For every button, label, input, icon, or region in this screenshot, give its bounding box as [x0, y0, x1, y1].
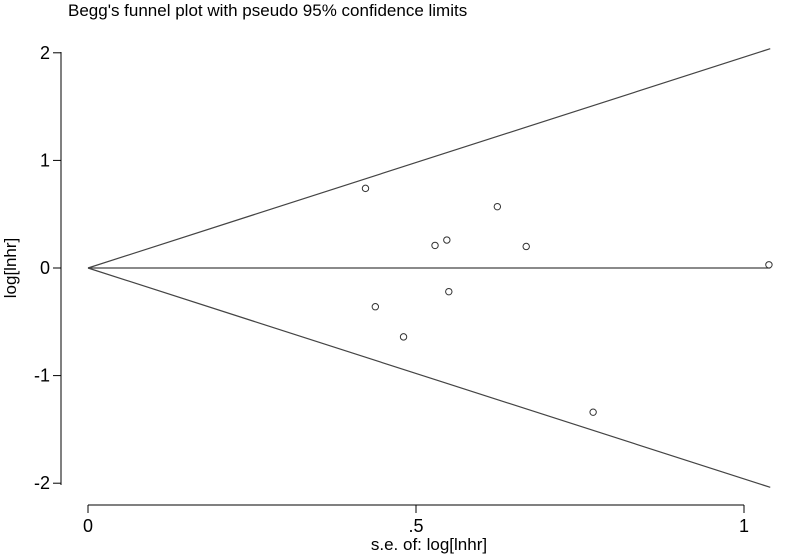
y-tick-label: 2: [40, 43, 50, 63]
y-ticks: 2 1 0 -1 -2: [34, 43, 61, 493]
y-axis-label: log[lnhr]: [1, 238, 20, 298]
upper-confidence-limit-line: [87, 48, 771, 269]
x-tick-label: .5: [408, 516, 423, 536]
x-axis-label: s.e. of: log[lnhr]: [371, 535, 487, 554]
data-point: [522, 242, 530, 251]
y-tick-label: 0: [40, 258, 50, 278]
x-ticks: 0.5 1: [83, 505, 749, 536]
lower-confidence-limit-line: [87, 267, 771, 488]
y-tick-label: 1: [40, 150, 50, 170]
data-point: [445, 287, 453, 296]
data-point: [765, 261, 773, 269]
data-point: [443, 236, 451, 244]
data-point: [431, 241, 439, 250]
data-point: [589, 408, 597, 416]
data-point: [493, 202, 502, 211]
chart-title: Begg's funnel plot with pseudo 95% confi…: [68, 1, 467, 20]
x-tick-label: 1: [739, 516, 749, 536]
data-point: [361, 184, 370, 193]
funnel-lines: [87, 48, 771, 488]
y-tick-label: -2: [34, 473, 50, 493]
data-point: [399, 333, 408, 341]
data-points: [361, 184, 773, 416]
x-tick-label: 0: [83, 516, 93, 536]
data-point: [371, 303, 380, 311]
y-tick-label: -1: [34, 366, 50, 386]
